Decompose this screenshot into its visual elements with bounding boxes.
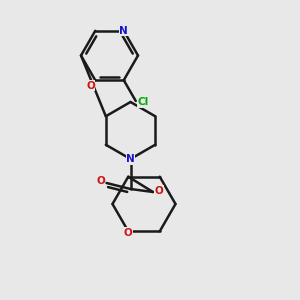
Text: O: O — [124, 228, 133, 238]
Text: O: O — [154, 185, 164, 196]
Text: Cl: Cl — [138, 98, 149, 107]
Text: O: O — [96, 176, 105, 187]
Text: N: N — [119, 26, 128, 36]
Text: N: N — [126, 154, 135, 164]
Text: O: O — [86, 81, 95, 91]
